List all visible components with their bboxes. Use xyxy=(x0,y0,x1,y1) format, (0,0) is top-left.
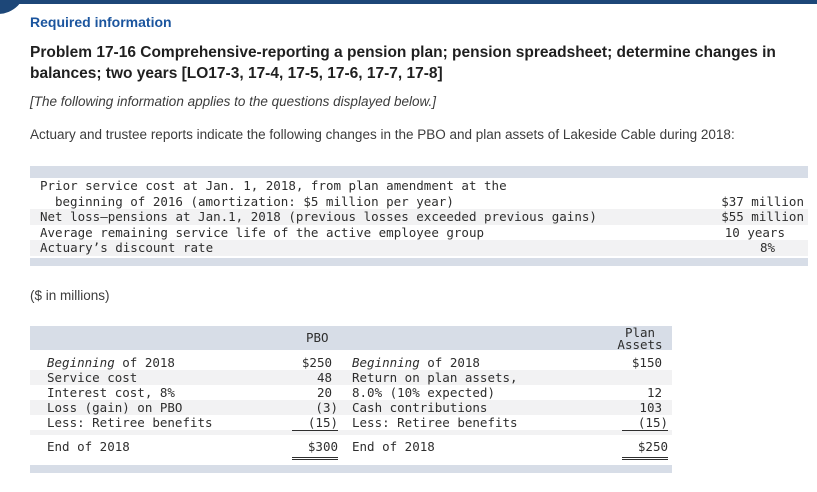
assets-row-label: Less: Retiree benefits xyxy=(352,414,518,430)
pension-table-header-bar: PBO Plan Assets xyxy=(30,325,675,351)
pbo-row-value: $250 xyxy=(301,354,332,370)
table-row: Less: Retiree benefits (15) Less: Retire… xyxy=(30,414,672,431)
pbo-row-label: Service cost xyxy=(47,369,138,385)
table-row: beginning of 2016 (amortization: $5 mill… xyxy=(30,194,808,210)
assets-row-value: $150 xyxy=(631,354,662,370)
assets-row-value: 103 xyxy=(639,399,662,415)
assets-row-value: (15) xyxy=(622,415,668,431)
fact-label: Average remaining service life of the ac… xyxy=(40,224,485,240)
assets-row-label: Beginning of 2018 xyxy=(332,355,622,370)
fact-value xyxy=(804,178,808,194)
assets-row-label: 8.0% (10% expected) xyxy=(352,384,495,400)
plan-assets-header-line1: Plan xyxy=(624,324,656,340)
pbo-row-label: Less: Retiree benefits xyxy=(47,414,213,430)
fact-value: 10 years xyxy=(724,224,785,240)
assets-row-value: 12 xyxy=(646,384,662,400)
table-row: Net loss–pensions at Jan.1, 2018 (previo… xyxy=(30,209,808,225)
applies-below-note: [The following information applies to th… xyxy=(30,94,436,109)
plan-assets-column-header: Plan Assets xyxy=(605,326,675,351)
millions-note: ($ in millions) xyxy=(30,287,110,303)
pbo-row-label: Beginning of 2018 xyxy=(30,355,292,370)
double-underlined-total: $300 xyxy=(292,438,338,460)
pbo-row-value: 48 xyxy=(316,369,332,385)
assets-row-label: Cash contributions xyxy=(352,399,488,415)
underlined-value: (15) xyxy=(622,415,668,431)
pension-table-footer-bar xyxy=(30,464,672,473)
double-underlined-total: $250 xyxy=(622,438,668,460)
table-row: Service cost 48 Return on plan assets, xyxy=(30,369,672,385)
table-row: Interest cost, 8% 20 8.0% (10% expected)… xyxy=(30,385,672,400)
pbo-row-label: Interest cost, 8% xyxy=(47,384,175,400)
table-row: Beginning of 2018 $250 Beginning of 2018… xyxy=(30,355,672,370)
pbo-column-header: PBO xyxy=(306,329,329,345)
italic-word: Beginning xyxy=(47,354,115,370)
label-rest: of 2018 xyxy=(419,354,480,370)
table-row: Average remaining service life of the ac… xyxy=(30,225,808,241)
fact-label: Net loss–pensions at Jan.1, 2018 (previo… xyxy=(40,209,597,224)
table-row: Prior service cost at Jan. 1, 2018, from… xyxy=(30,178,808,194)
paren-value: (3) xyxy=(315,399,338,415)
pbo-row-value: 20 xyxy=(316,384,332,400)
pbo-total-label: End of 2018 xyxy=(47,438,130,454)
assets-total-label: End of 2018 xyxy=(352,438,435,454)
table-row: Loss (gain) on PBO (3) Cash contribution… xyxy=(30,399,672,415)
stripe-spacer xyxy=(30,429,672,435)
facts-table-header-bar xyxy=(30,166,808,178)
assets-total-value: $250 xyxy=(622,438,668,460)
facts-table: Prior service cost at Jan. 1, 2018, from… xyxy=(30,166,808,266)
assets-row-label: Return on plan assets, xyxy=(352,369,518,385)
table-row: Actuary’s discount rate 8% xyxy=(30,240,808,256)
pbo-row-label: Loss (gain) on PBO xyxy=(47,399,183,415)
pbo-row-value: (3) xyxy=(292,400,338,415)
underlined-value: (15) xyxy=(292,415,338,431)
fact-label: Prior service cost at Jan. 1, 2018, from… xyxy=(40,178,507,193)
fact-label: Actuary’s discount rate xyxy=(40,240,214,255)
fact-value: $37 million xyxy=(721,193,804,209)
totals-row: End of 2018 $300 End of 2018 $250 xyxy=(30,435,672,460)
top-navy-border xyxy=(0,0,817,4)
problem-title: Problem 17-16 Comprehensive-reporting a … xyxy=(30,44,776,82)
pbo-total-value: $300 xyxy=(292,438,338,460)
label-rest: of 2018 xyxy=(114,354,175,370)
content-area: Required information Problem 17-16 Compr… xyxy=(30,0,808,473)
fact-value: 8% xyxy=(759,240,775,255)
fact-value: $55 million xyxy=(721,209,804,224)
pbo-row-value: (15) xyxy=(292,415,338,431)
fact-label: beginning of 2016 (amortization: $5 mill… xyxy=(55,193,454,209)
facts-table-footer-bar xyxy=(30,257,808,266)
italic-word: Beginning xyxy=(352,354,420,370)
plan-assets-header-line2: Assets xyxy=(617,336,663,352)
pension-table: PBO Plan Assets Beginning of 2018 $250 Be… xyxy=(30,325,675,473)
assets-row-value xyxy=(622,370,662,385)
intro-paragraph: Actuary and trustee reports indicate the… xyxy=(30,127,735,142)
required-information-heading: Required information xyxy=(30,14,172,30)
